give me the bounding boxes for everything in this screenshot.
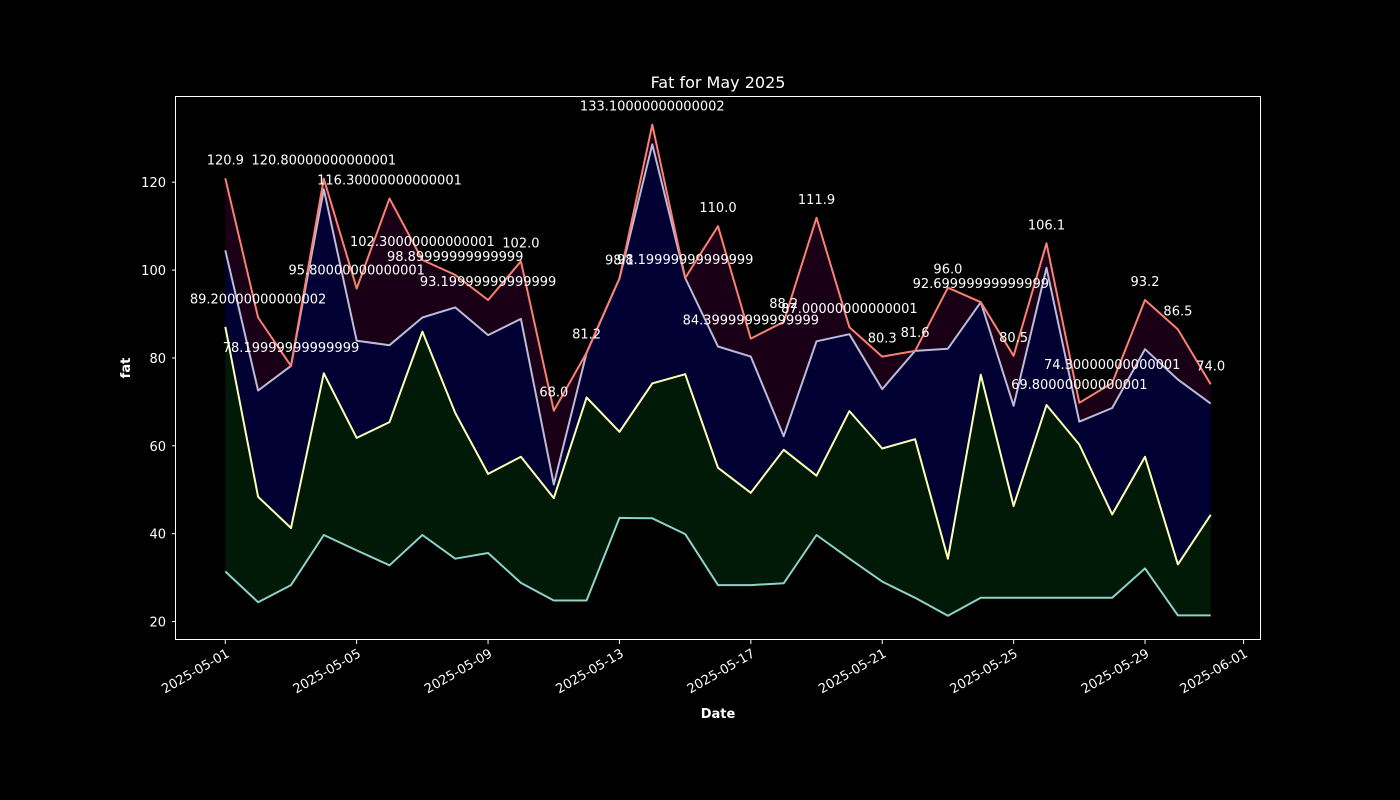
data-label: 95.80000000000001: [288, 264, 424, 279]
data-label: 80.3: [868, 332, 897, 347]
data-label: 98.19999999999999: [617, 253, 753, 268]
data-label: 74.30000000000001: [1044, 358, 1180, 373]
data-label: 133.10000000000002: [580, 100, 725, 115]
chart-title: Fat for May 2025: [651, 73, 786, 92]
y-tick-label: 20: [149, 616, 166, 631]
data-label: 81.2: [572, 328, 601, 343]
data-label: 93.19999999999999: [420, 275, 556, 290]
fat-area-chart: Fat for May 2025 20406080100120 2025-05-…: [0, 0, 1400, 800]
y-axis-label: fat: [119, 358, 134, 379]
y-tick-label: 100: [141, 264, 166, 279]
data-label: 68.0: [539, 386, 568, 401]
y-tick-label: 60: [149, 440, 166, 455]
data-label: 92.69999999999999: [913, 277, 1049, 292]
data-label: 116.30000000000001: [317, 174, 462, 189]
data-label: 80.5: [999, 331, 1028, 346]
data-label: 106.1: [1028, 218, 1065, 233]
y-tick-label: 40: [149, 528, 166, 543]
data-label: 120.80000000000001: [251, 154, 396, 169]
y-tick-label: 120: [141, 176, 166, 191]
data-label: 69.80000000000001: [1011, 378, 1147, 393]
data-label: 102.30000000000001: [350, 235, 495, 250]
data-label: 111.9: [798, 193, 835, 208]
data-label: 96.0: [933, 263, 962, 278]
data-label: 93.2: [1131, 275, 1160, 290]
data-label: 110.0: [699, 201, 736, 216]
data-label: 98.89999999999999: [387, 250, 523, 265]
y-tick-label: 80: [149, 352, 166, 367]
data-label: 78.19999999999999: [223, 341, 359, 356]
data-label: 87.00000000000001: [781, 302, 917, 317]
data-label: 89.20000000000002: [190, 293, 326, 308]
data-label: 86.5: [1163, 304, 1192, 319]
data-label: 102.0: [502, 236, 539, 251]
data-label: 81.6: [901, 326, 930, 341]
data-label: 74.0: [1196, 359, 1225, 374]
data-label: 120.9: [207, 153, 244, 168]
x-axis-label: Date: [701, 707, 736, 722]
